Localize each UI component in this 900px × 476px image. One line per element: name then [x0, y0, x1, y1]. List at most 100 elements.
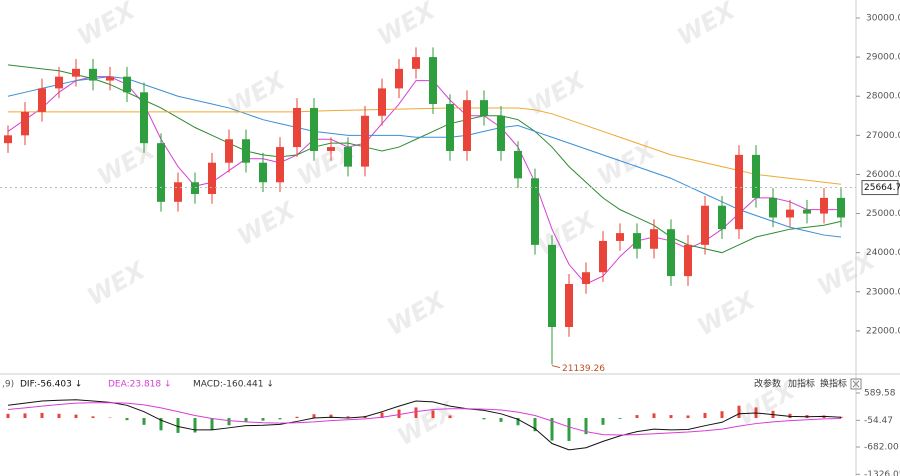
macd-bar — [193, 418, 197, 433]
candle-body — [752, 154, 760, 198]
macd-bar — [142, 418, 146, 425]
macd-bar — [244, 418, 248, 422]
close-button[interactable] — [850, 378, 862, 390]
toolbar-button[interactable]: 换指标 — [820, 378, 847, 390]
candle-body — [531, 178, 539, 245]
candle-body — [718, 205, 726, 230]
candle-body — [208, 162, 216, 194]
macd-bar — [40, 412, 44, 419]
low-annotation: 21139.26 — [562, 364, 605, 374]
candle-body — [837, 197, 845, 218]
candle-body — [616, 233, 624, 241]
toolbar-button[interactable]: 加指标 — [788, 378, 815, 390]
candle-body — [259, 162, 267, 183]
candle-body — [480, 100, 488, 116]
candle-body — [361, 115, 369, 167]
macd-bar — [210, 418, 214, 430]
macd-bar — [652, 413, 656, 419]
macd-bar — [482, 418, 486, 420]
candle-body — [157, 143, 165, 202]
macd-bar — [567, 418, 571, 441]
macd-bar — [601, 418, 605, 425]
y-tick-label: 589.58 — [864, 389, 896, 399]
macd-bar — [431, 410, 435, 419]
candle-body — [769, 197, 777, 218]
candle-body — [21, 111, 29, 136]
macd-bar — [278, 418, 282, 420]
candle-body — [225, 139, 233, 163]
last-price-box — [861, 180, 899, 196]
dea-label: DEA:23.818 ↓ — [108, 380, 172, 390]
candle-body — [174, 182, 182, 202]
macd-bar — [397, 409, 401, 419]
macd-bar — [74, 414, 78, 419]
candle-body — [514, 150, 522, 179]
candle-body — [667, 229, 675, 277]
candle-body — [378, 88, 386, 116]
y-tick-label: -54.47 — [864, 416, 893, 426]
ma-line — [7, 76, 842, 238]
candle-body — [633, 233, 641, 249]
candle-body — [701, 205, 709, 245]
candle-body — [497, 115, 505, 151]
macd-bar — [516, 418, 520, 426]
macd-bar — [550, 418, 554, 441]
candle-body — [293, 107, 301, 148]
candle-body — [395, 68, 403, 89]
macd-bar — [346, 416, 350, 419]
y-tick-label: 22000.0 — [866, 326, 900, 336]
y-tick-label: 29000.0 — [866, 53, 900, 63]
macd-bar — [618, 418, 622, 419]
candle-body — [565, 283, 573, 327]
macd-bar — [414, 407, 418, 419]
candle-body — [684, 244, 692, 277]
y-tick-label: 30000.0 — [866, 13, 900, 23]
macd-bar — [261, 418, 265, 421]
y-tick-label: -682.00 — [864, 443, 899, 453]
candle-body — [276, 147, 284, 183]
candle-body — [310, 107, 318, 151]
candle-body — [463, 100, 471, 151]
macd-bar — [329, 414, 333, 419]
macd-line — [7, 402, 842, 436]
macd-bar — [737, 405, 741, 419]
candle-body — [820, 197, 828, 214]
candle-body — [735, 154, 743, 230]
macd-bar — [176, 418, 180, 433]
candle-body — [429, 57, 437, 105]
macd-line — [7, 399, 842, 451]
candle-body — [123, 76, 131, 93]
candle-body — [55, 76, 63, 89]
y-tick-label: -1326.05 — [864, 470, 900, 476]
y-tick-label: 25000.0 — [866, 209, 900, 219]
y-tick-label: 23000.0 — [866, 287, 900, 297]
macd-bar — [23, 413, 27, 419]
macd-bar — [635, 415, 639, 419]
candle-body — [786, 209, 794, 218]
macd-bar — [312, 414, 316, 419]
macd-bar — [380, 412, 384, 419]
macd-bar — [533, 418, 537, 432]
candle-body — [38, 88, 46, 112]
macd-params: ,9) — [2, 380, 14, 390]
y-tick-label: 28000.0 — [866, 92, 900, 102]
macd-bar — [448, 415, 452, 419]
macd-bar — [159, 418, 163, 431]
candle-body — [446, 104, 454, 151]
candle-body — [106, 76, 114, 81]
candle-body — [412, 57, 420, 69]
macd-bar — [125, 418, 129, 421]
candle-body — [89, 68, 97, 81]
candle-body — [650, 229, 658, 249]
macd-bar — [669, 415, 673, 419]
candle-body — [548, 244, 556, 327]
last-price-label: 25664.7 — [864, 183, 900, 193]
macd-bar — [6, 413, 10, 419]
candle-body — [803, 209, 811, 214]
candle-body — [582, 272, 590, 284]
y-tick-label: 27000.0 — [866, 131, 900, 141]
macd-label: MACD:-160.441 ↓ — [193, 380, 274, 390]
toolbar-button[interactable]: 改参数 — [754, 378, 781, 390]
